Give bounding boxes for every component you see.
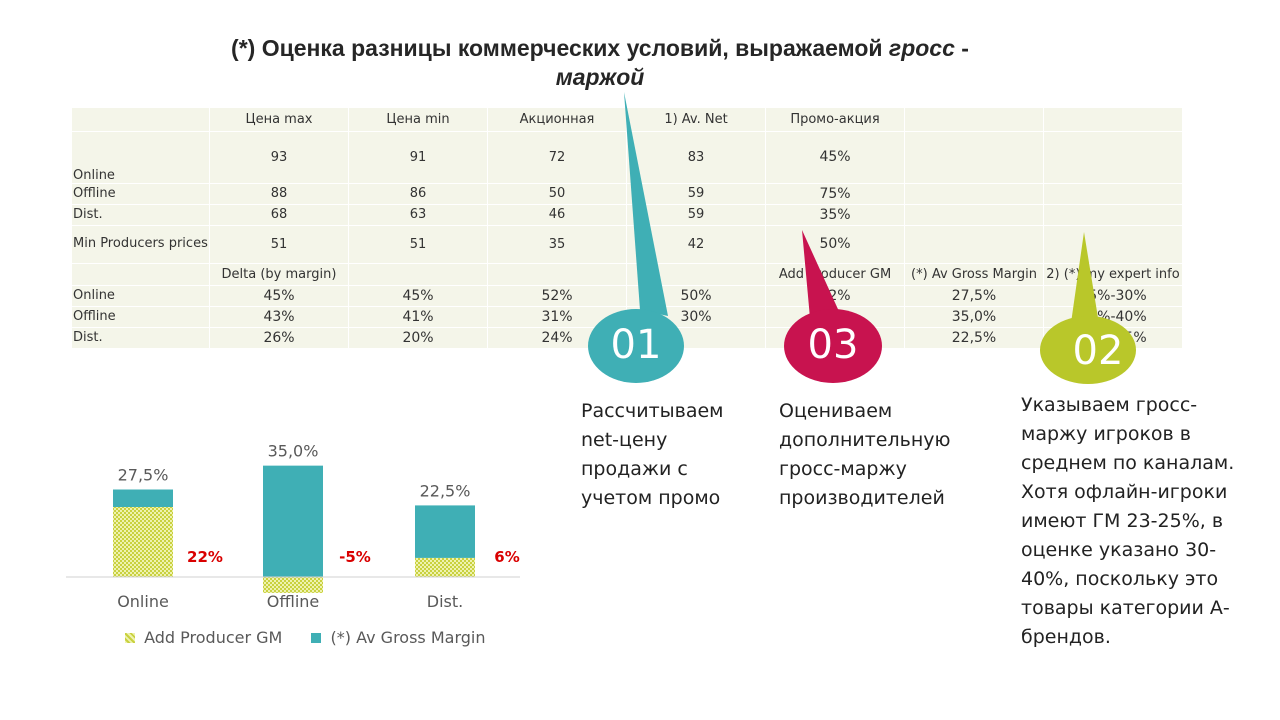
data-label-av-gross-margin: 27,5%	[118, 466, 169, 485]
data-label-av-gross-margin: 22,5%	[420, 481, 471, 500]
margin-bar-chart: 27,5% 22% Online 35,0% -5% Offline 22,5% 6% Dist…	[66, 442, 520, 611]
data-label-add-producer-gm: 22%	[187, 548, 223, 566]
category-label: Online	[117, 592, 169, 611]
marker-01-number: 01	[610, 322, 662, 368]
table-subheader-row: Delta (by margin) Add Producer GM (*) Av…	[72, 263, 1183, 286]
page-title: (*) Оценка разницы коммерческих условий,…	[231, 35, 969, 90]
marker-03	[784, 230, 882, 383]
caption-03: Оцениваем дополнительную гросс-маржу про…	[779, 400, 951, 509]
table-row: Min Producers prices 51 51 35 42 50%	[72, 225, 1183, 264]
category-label: Dist.	[427, 592, 463, 611]
table-row: Dist. 68 63 46 59 35%	[72, 204, 1183, 226]
chart-legend: Add Producer GM (*) Av Gross Margin	[125, 627, 485, 647]
chart-bars	[113, 465, 475, 593]
bar-av-gross-margin	[415, 505, 475, 558]
chart-labels: 27,5% 22% Online 35,0% -5% Offline 22,5% 6% Dist…	[117, 442, 520, 611]
marker-02	[1040, 232, 1136, 384]
legend-swatch-av-gross-margin	[311, 632, 322, 643]
marker-02-tail	[1070, 232, 1100, 330]
table-row: Dist. 26% 20% 24% 6% 22,5% 20%-25%	[72, 327, 1183, 349]
bar-av-gross-margin	[113, 489, 173, 507]
legend-label-add-producer-gm: Add Producer GM	[144, 628, 283, 647]
bar-av-gross-margin	[263, 465, 323, 577]
caption-02: Указываем гросс- маржу игроков в среднем…	[1021, 394, 1235, 648]
marker-02-number: 02	[1072, 328, 1124, 374]
marker-03-circle	[784, 309, 882, 383]
marker-02-circle	[1040, 316, 1136, 384]
legend-label-av-gross-margin: (*) Av Gross Margin	[330, 628, 486, 647]
table-header-row: Цена max Цена min Акционная 1) Av. Net П…	[72, 108, 1183, 132]
marker-01-tail	[624, 92, 668, 316]
bar-add-producer-gm	[415, 557, 475, 577]
table-row: Offline 88 86 50 59 75%	[72, 183, 1183, 205]
data-label-add-producer-gm: -5%	[339, 548, 371, 566]
table-row: Online 93 91 72 83 45%	[72, 131, 1183, 184]
category-label: Offline	[267, 592, 320, 611]
bar-add-producer-gm	[113, 507, 173, 577]
marker-01	[588, 92, 684, 383]
marker-01-circle	[588, 309, 684, 383]
data-label-add-producer-gm: 6%	[494, 548, 519, 566]
data-label-av-gross-margin: 35,0%	[268, 442, 319, 461]
bar-add-producer-gm	[263, 577, 323, 593]
caption-01: Рассчитываем net-цену продажи с учетом п…	[581, 400, 724, 509]
table-row: Online 45% 45% 52% 50% 22% 27,5% 25%-30%	[72, 285, 1183, 307]
legend-swatch-add-producer-gm	[125, 632, 135, 643]
marker-03-number: 03	[807, 322, 859, 368]
marker-03-tail	[802, 230, 842, 318]
